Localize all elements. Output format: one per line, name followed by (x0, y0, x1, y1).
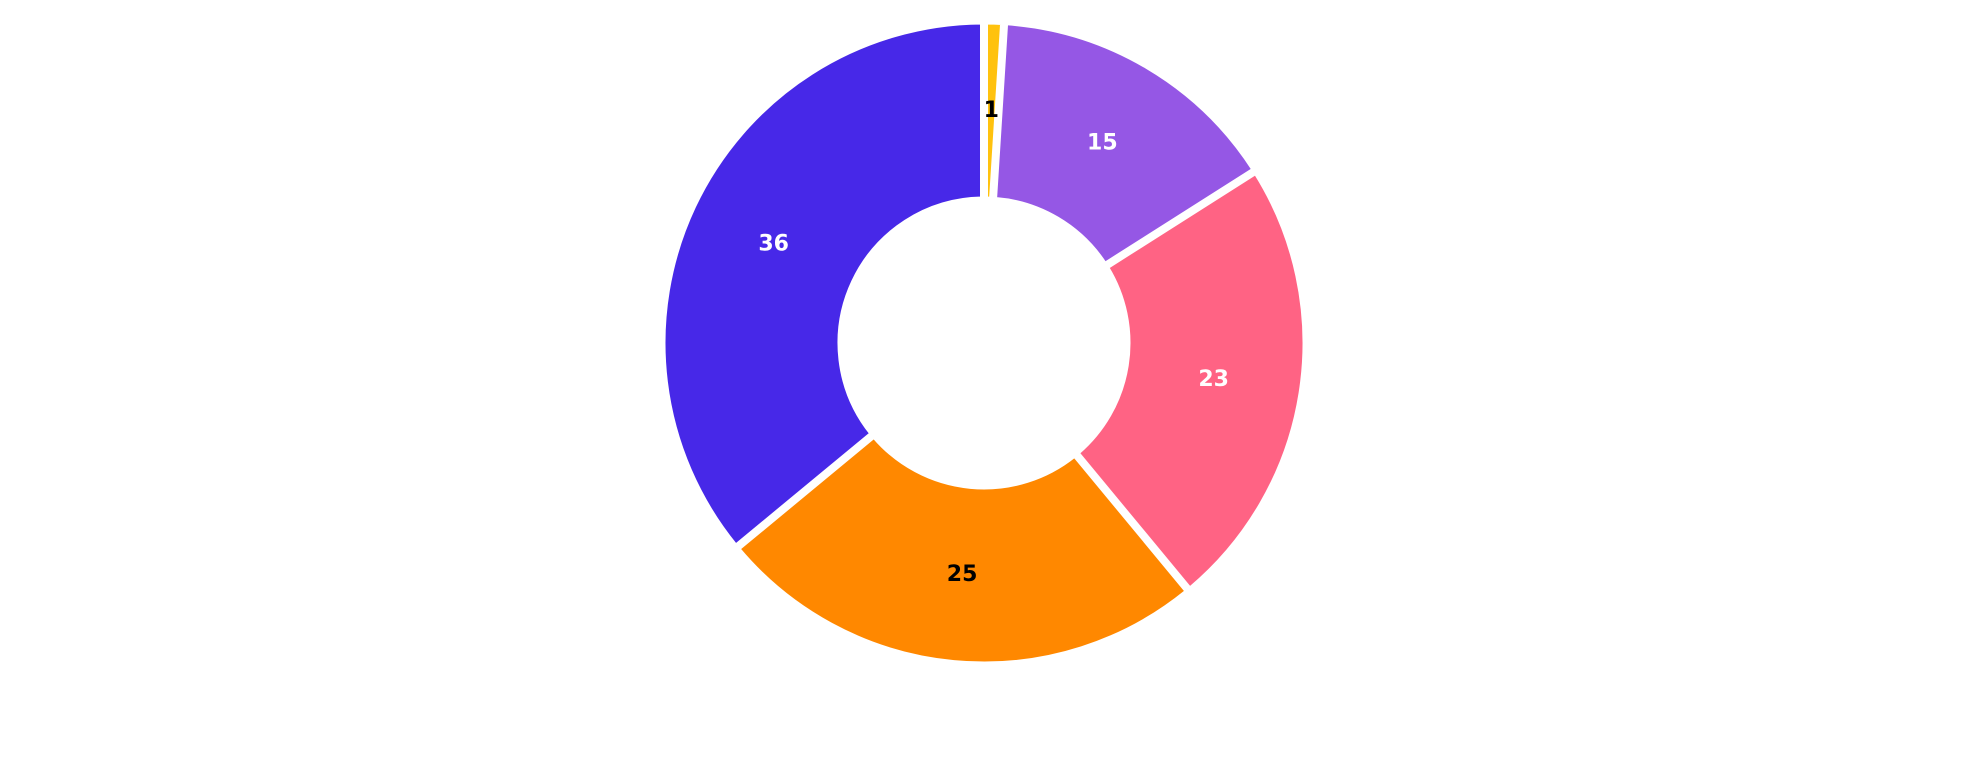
donut-slice-2 (994, 22, 1255, 265)
donut-slice-3 (1076, 172, 1306, 590)
donut-slice-1 (985, 21, 1004, 200)
slice-value-label-1: 1 (984, 98, 999, 123)
slice-value-label-5: 36 (758, 232, 789, 257)
donut-slice-4 (737, 435, 1188, 665)
labels-layer: 1 15 23 25 36 (758, 98, 1229, 587)
slice-value-label-4: 25 (947, 562, 978, 587)
donut-slice-5 (662, 21, 983, 547)
slices-layer (662, 21, 1306, 665)
slice-value-label-2: 15 (1087, 130, 1118, 155)
slice-value-label-3: 23 (1198, 367, 1229, 392)
